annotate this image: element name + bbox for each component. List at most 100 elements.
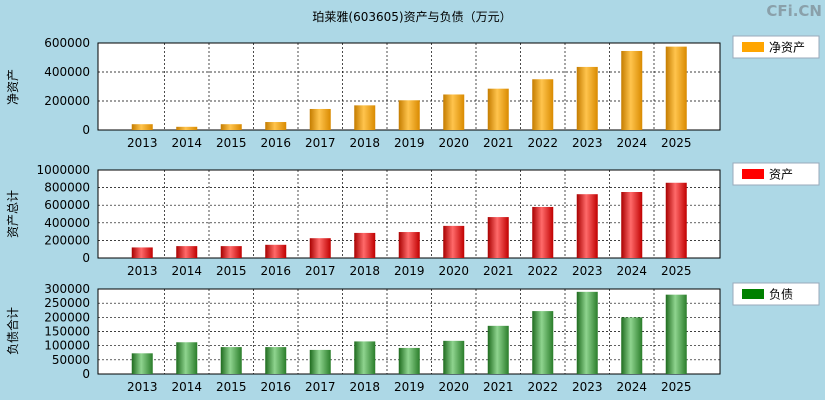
bar-net-assets-2023	[576, 66, 598, 130]
x-tick-label: 2019	[394, 136, 425, 150]
x-tick-label: 2017	[305, 136, 336, 150]
x-tick-label: 2013	[127, 264, 158, 278]
legend-swatch-total-assets	[742, 169, 764, 179]
x-tick-label: 2017	[305, 380, 336, 394]
bar-total-assets-2021	[487, 217, 509, 258]
y-ticks-net-assets: 0 200000 400000 600000	[44, 36, 90, 137]
chart-title: 珀莱雅(603605)资产与负债（万元）	[312, 9, 511, 24]
y-tick-label: 800000	[44, 181, 90, 195]
x-tick-label: 2019	[394, 380, 425, 394]
bar-total-assets-2013	[131, 247, 153, 258]
bar-total-assets-2018	[354, 232, 376, 258]
x-tick-label: 2019	[394, 264, 425, 278]
bar-total-assets-2023	[576, 194, 598, 258]
bar-net-assets-2019	[398, 100, 420, 130]
bar-liabilities-2018	[354, 341, 376, 374]
legend-net-assets: 净资产	[732, 35, 820, 59]
x-tick-label: 2022	[527, 136, 558, 150]
bar-liabilities-2016	[265, 347, 287, 374]
bars-net-assets	[131, 46, 687, 130]
legend-liabilities: 负债	[732, 282, 820, 306]
legend-swatch-liabilities	[742, 289, 764, 299]
bar-liabilities-2025	[665, 294, 687, 374]
y-tick-label: 0	[82, 251, 90, 265]
x-tick-label: 2025	[661, 264, 692, 278]
y-tick-label: 100000	[44, 339, 90, 353]
y-axis-label-net-assets: 净资产	[6, 69, 20, 105]
bar-net-assets-2018	[354, 105, 376, 130]
bar-total-assets-2024	[621, 192, 643, 258]
y-tick-label: 0	[82, 367, 90, 381]
y-ticks-total-assets: 0 200000 400000 600000 800000 1000000	[37, 163, 90, 265]
x-tick-label: 2022	[527, 264, 558, 278]
y-tick-label: 150000	[44, 325, 90, 339]
bar-liabilities-2013	[131, 353, 153, 374]
bar-total-assets-2022	[532, 206, 554, 258]
x-tick-label: 2018	[349, 380, 380, 394]
bar-liabilities-2017	[309, 349, 331, 374]
bar-net-assets-2014	[176, 126, 198, 130]
x-tick-label: 2023	[572, 136, 603, 150]
x-tick-label: 2021	[483, 380, 514, 394]
bar-net-assets-2017	[309, 108, 331, 130]
y-tick-label: 400000	[44, 216, 90, 230]
x-tick-label: 2024	[616, 380, 647, 394]
grid-net-assets	[98, 43, 720, 130]
y-tick-label: 300000	[44, 282, 90, 296]
y-tick-label: 600000	[44, 198, 90, 212]
x-ticks-total-assets: 2013 2014 2015 2016 2017 2018 2019 2020 2021 2022…	[127, 264, 692, 278]
x-ticks-liabilities: 2013 2014 2015 2016 2017 2018 2019 2020 2021 2022…	[127, 380, 692, 394]
x-ticks-net-assets: 2013 2014 2015 2016 2017 2018 2019 2020 2021 2022…	[127, 136, 692, 150]
x-tick-label: 2015	[216, 264, 247, 278]
bar-liabilities-2024	[621, 317, 643, 374]
x-tick-label: 2020	[438, 136, 469, 150]
x-tick-label: 2016	[260, 136, 291, 150]
bar-net-assets-2015	[220, 124, 242, 130]
legend-swatch-net-assets	[742, 42, 764, 52]
legend-label-total-assets: 资产	[769, 168, 793, 182]
bar-total-assets-2016	[265, 244, 287, 258]
x-tick-label: 2016	[260, 264, 291, 278]
panel-net-assets: 0 200000 400000 600000 2013 2014 2015 2016 2017…	[6, 35, 820, 150]
grid-total-assets	[98, 170, 720, 258]
bars-liabilities	[131, 291, 687, 374]
bars-total-assets	[131, 182, 687, 258]
x-tick-label: 2024	[616, 136, 647, 150]
x-tick-label: 2025	[661, 380, 692, 394]
y-axis-label-liabilities: 负债合计	[5, 307, 20, 355]
x-tick-label: 2025	[661, 136, 692, 150]
bar-total-assets-2014	[176, 246, 198, 258]
x-tick-label: 2015	[216, 136, 247, 150]
y-tick-label: 0	[82, 123, 90, 137]
y-tick-label: 600000	[44, 36, 90, 50]
x-tick-label: 2014	[171, 380, 202, 394]
bar-net-assets-2022	[532, 79, 554, 130]
x-tick-label: 2020	[438, 380, 469, 394]
bar-net-assets-2024	[621, 50, 643, 130]
x-tick-label: 2016	[260, 380, 291, 394]
y-tick-label: 200000	[44, 94, 90, 108]
bar-net-assets-2021	[487, 88, 509, 130]
bar-net-assets-2016	[265, 122, 287, 130]
x-tick-label: 2017	[305, 264, 336, 278]
y-tick-label: 50000	[52, 353, 90, 367]
bar-net-assets-2020	[443, 94, 465, 130]
x-tick-label: 2020	[438, 264, 469, 278]
bar-total-assets-2019	[398, 232, 420, 258]
y-axis-label-total-assets: 资产总计	[6, 190, 20, 238]
watermark: CFi.CN	[766, 2, 822, 20]
bar-total-assets-2020	[443, 225, 465, 258]
bar-liabilities-2023	[576, 291, 598, 374]
bar-liabilities-2022	[532, 311, 554, 374]
bar-liabilities-2019	[398, 347, 420, 374]
y-tick-label: 200000	[44, 310, 90, 324]
y-tick-label: 400000	[44, 65, 90, 79]
y-tick-label: 1000000	[37, 163, 90, 177]
x-tick-label: 2021	[483, 264, 514, 278]
x-tick-label: 2014	[171, 136, 202, 150]
bar-liabilities-2021	[487, 325, 509, 374]
x-tick-label: 2023	[572, 264, 603, 278]
legend-label-liabilities: 负债	[769, 288, 793, 302]
